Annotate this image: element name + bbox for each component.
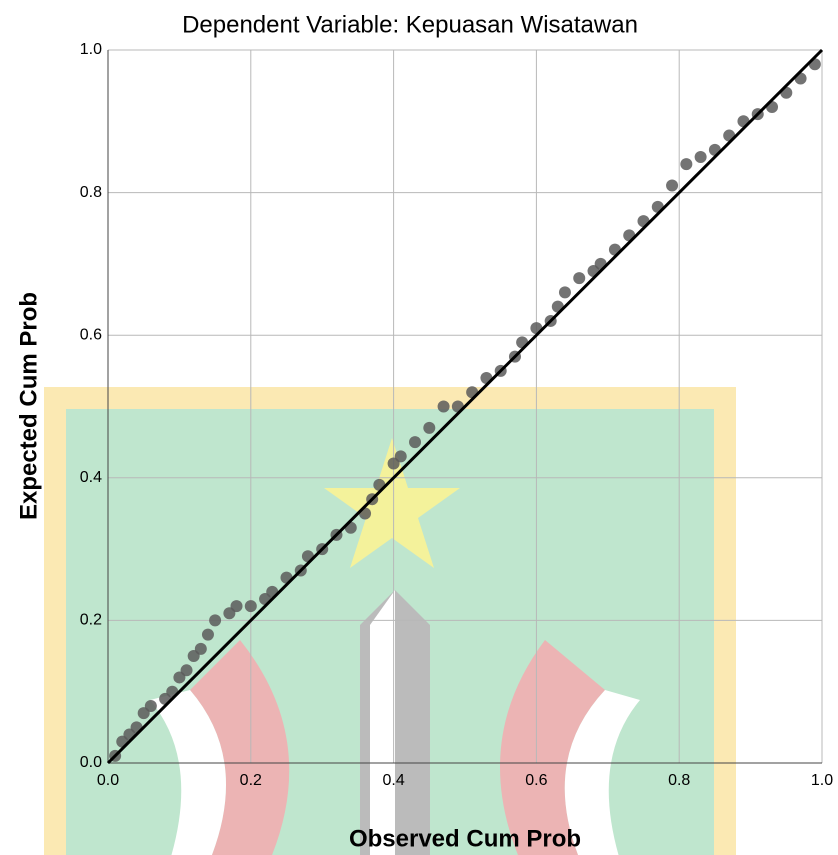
y-tick-label: 0.2 xyxy=(80,612,102,629)
point xyxy=(409,436,421,448)
y-tick-label: 0.4 xyxy=(80,469,102,486)
y-tick-label: 0.6 xyxy=(80,326,102,343)
point xyxy=(181,664,193,676)
point xyxy=(438,401,450,413)
x-axis-title: Observed Cum Prob xyxy=(349,825,581,852)
chart: Dependent Variable: Kepuasan Wisatawan O… xyxy=(0,0,838,855)
x-tick-label: 0.8 xyxy=(668,772,690,789)
point xyxy=(195,643,207,655)
x-tick-label: 0.6 xyxy=(525,772,547,789)
point xyxy=(145,700,157,712)
x-tick-label: 0.0 xyxy=(97,772,119,789)
y-tick-label: 1.0 xyxy=(80,41,102,58)
x-tick-label: 1.0 xyxy=(811,772,833,789)
x-tick-label: 0.2 xyxy=(240,772,262,789)
point xyxy=(209,614,221,626)
point xyxy=(666,179,678,191)
point xyxy=(231,600,243,612)
y-tick-label: 0.8 xyxy=(80,184,102,201)
y-tick-label: 0.0 xyxy=(80,754,102,771)
point xyxy=(395,450,407,462)
point xyxy=(559,286,571,298)
y-axis-title: Expected Cum Prob xyxy=(15,292,42,520)
point xyxy=(573,272,585,284)
point xyxy=(695,151,707,163)
point xyxy=(202,629,214,641)
chart-title: Dependent Variable: Kepuasan Wisatawan xyxy=(182,11,638,38)
point xyxy=(245,600,257,612)
x-tick-label: 0.4 xyxy=(382,772,404,789)
point xyxy=(423,422,435,434)
point xyxy=(680,158,692,170)
